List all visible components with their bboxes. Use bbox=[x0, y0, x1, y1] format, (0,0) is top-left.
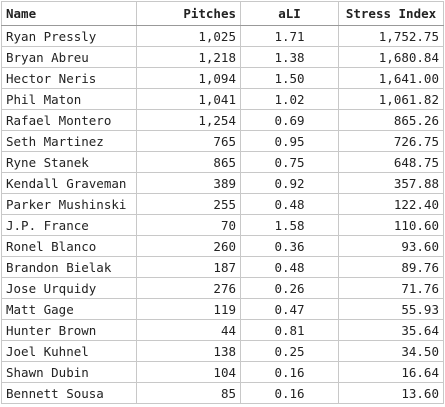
table-cell: 0.95 bbox=[240, 130, 339, 152]
table-cell: 16.64 bbox=[338, 361, 444, 383]
table-cell: 0.16 bbox=[240, 361, 339, 383]
table-cell: 0.81 bbox=[240, 319, 339, 341]
table-cell: 71.76 bbox=[338, 277, 444, 299]
table-cell: 110.60 bbox=[338, 214, 444, 236]
table-row: Brandon Bielak 187 0.48 89.76 bbox=[1, 256, 444, 278]
table-cell: 104 bbox=[136, 361, 241, 383]
table-cell: 1,218 bbox=[136, 46, 241, 68]
table-cell: 0.92 bbox=[240, 172, 339, 194]
table-row: Hunter Brown 44 0.81 35.64 bbox=[1, 319, 444, 341]
table-cell: 0.69 bbox=[240, 109, 339, 131]
table-cell: Phil Maton bbox=[1, 88, 137, 110]
table-cell: 1,680.84 bbox=[338, 46, 444, 68]
table-cell: 93.60 bbox=[338, 235, 444, 257]
table-row: Ryne Stanek 865 0.75 648.75 bbox=[1, 151, 444, 173]
header-cell: Name bbox=[1, 1, 137, 26]
table-cell: Seth Martinez bbox=[1, 130, 137, 152]
table-cell: Matt Gage bbox=[1, 298, 137, 320]
table-cell: 1,094 bbox=[136, 67, 241, 89]
table-row: Kendall Graveman 389 0.92 357.88 bbox=[1, 172, 444, 194]
table-cell: Brandon Bielak bbox=[1, 256, 137, 278]
table-row: J.P. France 70 1.58 110.60 bbox=[1, 214, 444, 236]
table-cell: 85 bbox=[136, 382, 241, 404]
table-cell: 0.48 bbox=[240, 193, 339, 215]
table-cell: 89.76 bbox=[338, 256, 444, 278]
table-cell: Joel Kuhnel bbox=[1, 340, 137, 362]
table-cell: 0.47 bbox=[240, 298, 339, 320]
table-row: Hector Neris 1,094 1.50 1,641.00 bbox=[1, 67, 444, 89]
header-cell: Pitches bbox=[136, 1, 241, 26]
table-cell: 0.75 bbox=[240, 151, 339, 173]
table-cell: 0.48 bbox=[240, 256, 339, 278]
table-cell: Parker Mushinski bbox=[1, 193, 137, 215]
table-cell: 1.38 bbox=[240, 46, 339, 68]
table-cell: Ryan Pressly bbox=[1, 25, 137, 47]
table-row: Bryan Abreu 1,218 1.38 1,680.84 bbox=[1, 46, 444, 68]
table-cell: 0.36 bbox=[240, 235, 339, 257]
table-cell: Ryne Stanek bbox=[1, 151, 137, 173]
table-cell: Rafael Montero bbox=[1, 109, 137, 131]
table-cell: 1,254 bbox=[136, 109, 241, 131]
table-cell: 1,041 bbox=[136, 88, 241, 110]
table-row: Rafael Montero 1,254 0.69 865.26 bbox=[1, 109, 444, 131]
table-cell: 55.93 bbox=[338, 298, 444, 320]
table-row: Matt Gage 119 0.47 55.93 bbox=[1, 298, 444, 320]
table-cell: 44 bbox=[136, 319, 241, 341]
table-row: Ronel Blanco 260 0.36 93.60 bbox=[1, 235, 444, 257]
table-body: Ryan Pressly 1,025 1.71 1,752.75 Bryan Abreu… bbox=[1, 25, 444, 404]
table-cell: 0.25 bbox=[240, 340, 339, 362]
table-cell: Hunter Brown bbox=[1, 319, 137, 341]
table-row: Jose Urquidy 276 0.26 71.76 bbox=[1, 277, 444, 299]
table-cell: 119 bbox=[136, 298, 241, 320]
table-cell: 260 bbox=[136, 235, 241, 257]
table-header: Name Pitches aLI Stress Index bbox=[1, 1, 444, 26]
table-row: Joel Kuhnel 138 0.25 34.50 bbox=[1, 340, 444, 362]
table-cell: 726.75 bbox=[338, 130, 444, 152]
table-cell: 187 bbox=[136, 256, 241, 278]
table-cell: 1,641.00 bbox=[338, 67, 444, 89]
table-cell: 70 bbox=[136, 214, 241, 236]
table-cell: 1.58 bbox=[240, 214, 339, 236]
table-row: Shawn Dubin 104 0.16 16.64 bbox=[1, 361, 444, 383]
table-cell: Bennett Sousa bbox=[1, 382, 137, 404]
table-cell: 35.64 bbox=[338, 319, 444, 341]
table-row: Seth Martinez 765 0.95 726.75 bbox=[1, 130, 444, 152]
table-row: Ryan Pressly 1,025 1.71 1,752.75 bbox=[1, 25, 444, 47]
table-cell: Hector Neris bbox=[1, 67, 137, 89]
table-cell: Bryan Abreu bbox=[1, 46, 137, 68]
header-row: Name Pitches aLI Stress Index bbox=[1, 1, 444, 26]
table-cell: 13.60 bbox=[338, 382, 444, 404]
table-cell: 389 bbox=[136, 172, 241, 194]
table-cell: 276 bbox=[136, 277, 241, 299]
table-cell: 865.26 bbox=[338, 109, 444, 131]
header-cell: Stress Index bbox=[338, 1, 444, 26]
table-cell: 0.26 bbox=[240, 277, 339, 299]
table-cell: 357.88 bbox=[338, 172, 444, 194]
table-row: Parker Mushinski 255 0.48 122.40 bbox=[1, 193, 444, 215]
table-cell: 1,061.82 bbox=[338, 88, 444, 110]
table-cell: 1.02 bbox=[240, 88, 339, 110]
table-cell: Shawn Dubin bbox=[1, 361, 137, 383]
table-row: Bennett Sousa 85 0.16 13.60 bbox=[1, 382, 444, 404]
table-cell: 765 bbox=[136, 130, 241, 152]
table-cell: Jose Urquidy bbox=[1, 277, 137, 299]
header-cell: aLI bbox=[240, 1, 339, 26]
table-cell: 1,025 bbox=[136, 25, 241, 47]
table-cell: J.P. France bbox=[1, 214, 137, 236]
table-cell: 0.16 bbox=[240, 382, 339, 404]
table-cell: 138 bbox=[136, 340, 241, 362]
table-cell: 1,752.75 bbox=[338, 25, 444, 47]
table-cell: 34.50 bbox=[338, 340, 444, 362]
table-cell: 122.40 bbox=[338, 193, 444, 215]
table-cell: 1.71 bbox=[240, 25, 339, 47]
table-cell: 648.75 bbox=[338, 151, 444, 173]
table-cell: 865 bbox=[136, 151, 241, 173]
table-cell: Kendall Graveman bbox=[1, 172, 137, 194]
table-cell: 255 bbox=[136, 193, 241, 215]
table-cell: 1.50 bbox=[240, 67, 339, 89]
table-row: Phil Maton 1,041 1.02 1,061.82 bbox=[1, 88, 444, 110]
table-cell: Ronel Blanco bbox=[1, 235, 137, 257]
